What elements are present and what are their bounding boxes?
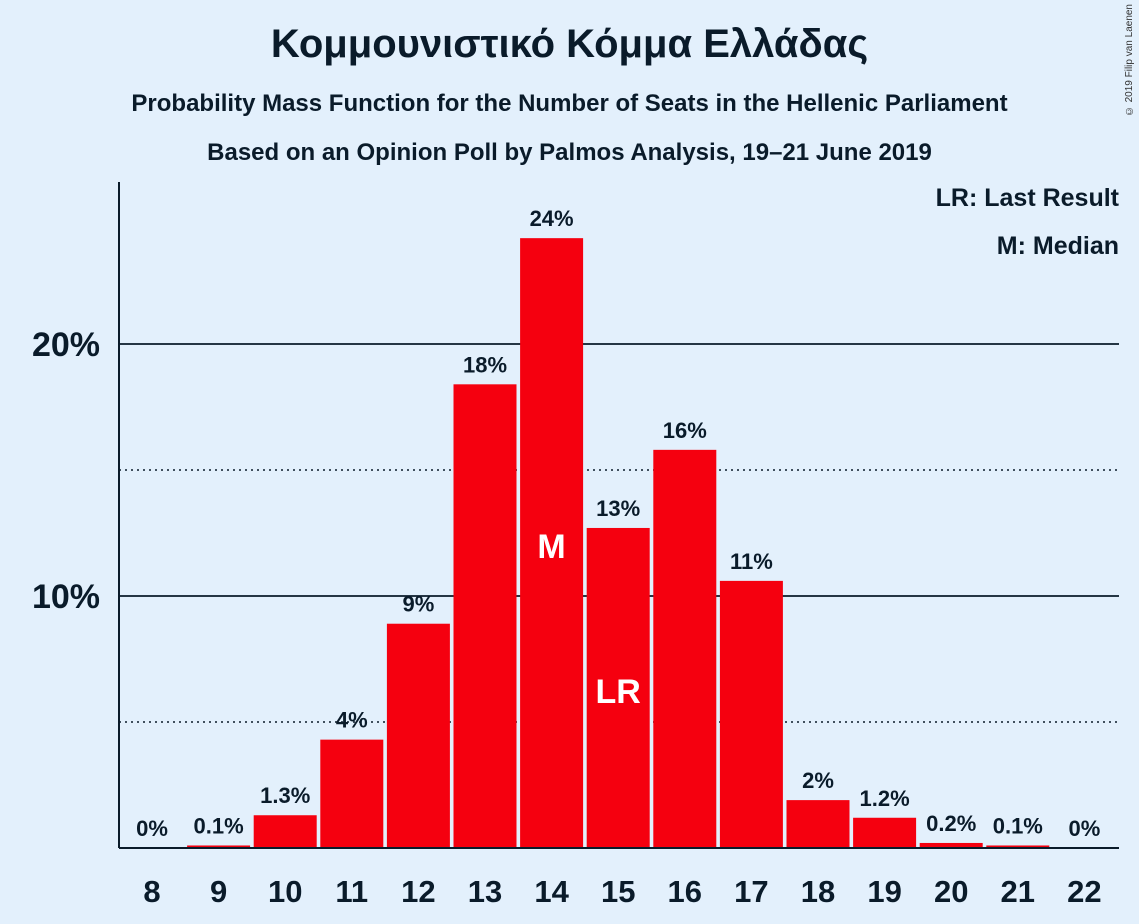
data-label: 9% (403, 592, 435, 617)
bars (187, 238, 1050, 848)
chart-subtitle: Probability Mass Function for the Number… (131, 90, 1008, 117)
chart-subtitle-source: Based on an Opinion Poll by Palmos Analy… (207, 139, 932, 166)
data-label: 2% (802, 768, 834, 793)
x-tick-label: 9 (210, 874, 227, 909)
data-label: 0% (136, 816, 168, 841)
x-tick-label: 10 (268, 874, 302, 909)
median-marker: M (537, 528, 565, 566)
data-label: 0% (1069, 816, 1101, 841)
data-label: 0.1% (194, 813, 244, 838)
bar (253, 815, 317, 848)
bar (786, 800, 850, 848)
data-label: 0.2% (926, 811, 976, 836)
last-result-marker: LR (596, 673, 641, 711)
bar (719, 580, 783, 848)
data-label: 16% (663, 418, 707, 443)
legend-median: M: Median (996, 232, 1119, 260)
x-tick-label: 22 (1067, 874, 1101, 909)
x-tick-label: 15 (601, 874, 635, 909)
x-tick-label: 20 (934, 874, 968, 909)
data-label: 24% (530, 206, 574, 231)
data-label: 11% (730, 549, 773, 574)
data-labels: 0% 0.1% 1.3% 4% 9% 18% 24% 13% 16% 11% 2% 1.2% 0.2% 0… (136, 206, 1100, 841)
x-tick-label: 16 (668, 874, 702, 909)
bar (520, 238, 584, 848)
data-label: 4% (336, 708, 368, 733)
bar (386, 623, 450, 848)
axes: 10% 20% 8 9 10 11 12 13 14 15 16 17 18 19 20 21 22 (32, 182, 1119, 909)
x-tick-label: 12 (401, 874, 435, 909)
y-tick-label: 10% (32, 578, 100, 616)
bar (187, 845, 251, 848)
x-tick-label: 13 (468, 874, 502, 909)
y-tick-label: 20% (32, 326, 100, 364)
x-tick-label: 18 (801, 874, 835, 909)
bar (453, 384, 517, 848)
data-label: 1.2% (860, 786, 910, 811)
bar (986, 845, 1050, 848)
data-label: 13% (596, 496, 640, 521)
legend-last-result: LR: Last Result (935, 184, 1119, 212)
bar (653, 449, 717, 848)
bar (586, 527, 650, 848)
bar (320, 739, 384, 848)
x-tick-label: 11 (335, 874, 368, 909)
data-label: 18% (463, 352, 507, 377)
data-label: 1.3% (260, 783, 310, 808)
x-tick-label: 14 (534, 874, 569, 909)
x-tick-label: 8 (143, 874, 160, 909)
x-tick-label: 19 (867, 874, 901, 909)
data-label: 0.1% (993, 813, 1043, 838)
bar (853, 817, 917, 848)
chart-title: Κομμουνιστικό Κόμμα Ελλάδας (270, 22, 869, 66)
x-tick-label: 17 (734, 874, 768, 909)
x-tick-label: 21 (1001, 874, 1035, 909)
bar (919, 842, 983, 848)
